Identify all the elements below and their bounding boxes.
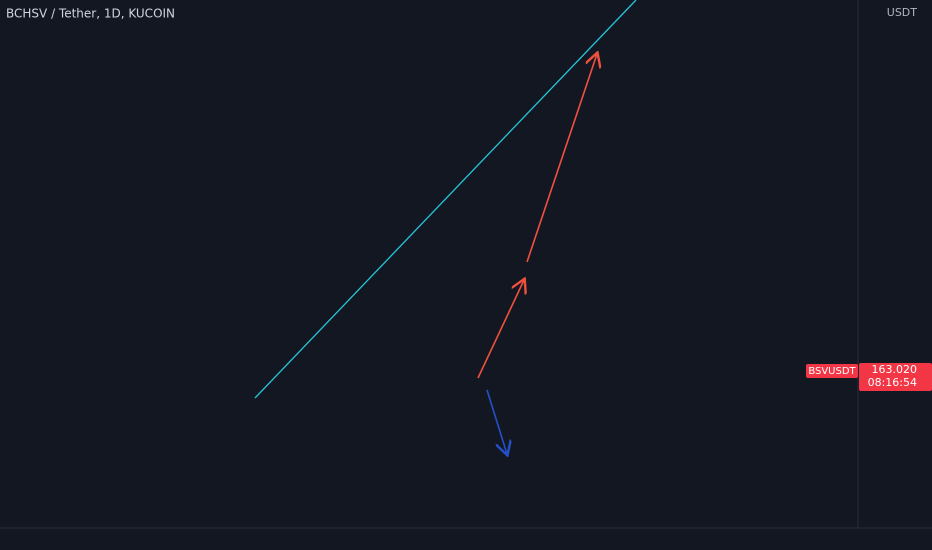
symbol-label: BSVUSDT xyxy=(808,366,856,377)
symbol-tag xyxy=(806,364,858,379)
price-tag xyxy=(859,363,932,392)
arrow xyxy=(526,54,597,263)
price-axis xyxy=(858,0,932,528)
arrow xyxy=(477,280,524,379)
axis-unit: USDT xyxy=(887,6,918,19)
trend-line xyxy=(254,0,637,399)
arrow xyxy=(486,389,507,454)
countdown: 08:16:54 xyxy=(868,376,917,389)
chart-title: BCHSV / Tether, 1D, KUCOIN xyxy=(6,7,175,21)
price-label: 163.020 xyxy=(872,363,918,376)
